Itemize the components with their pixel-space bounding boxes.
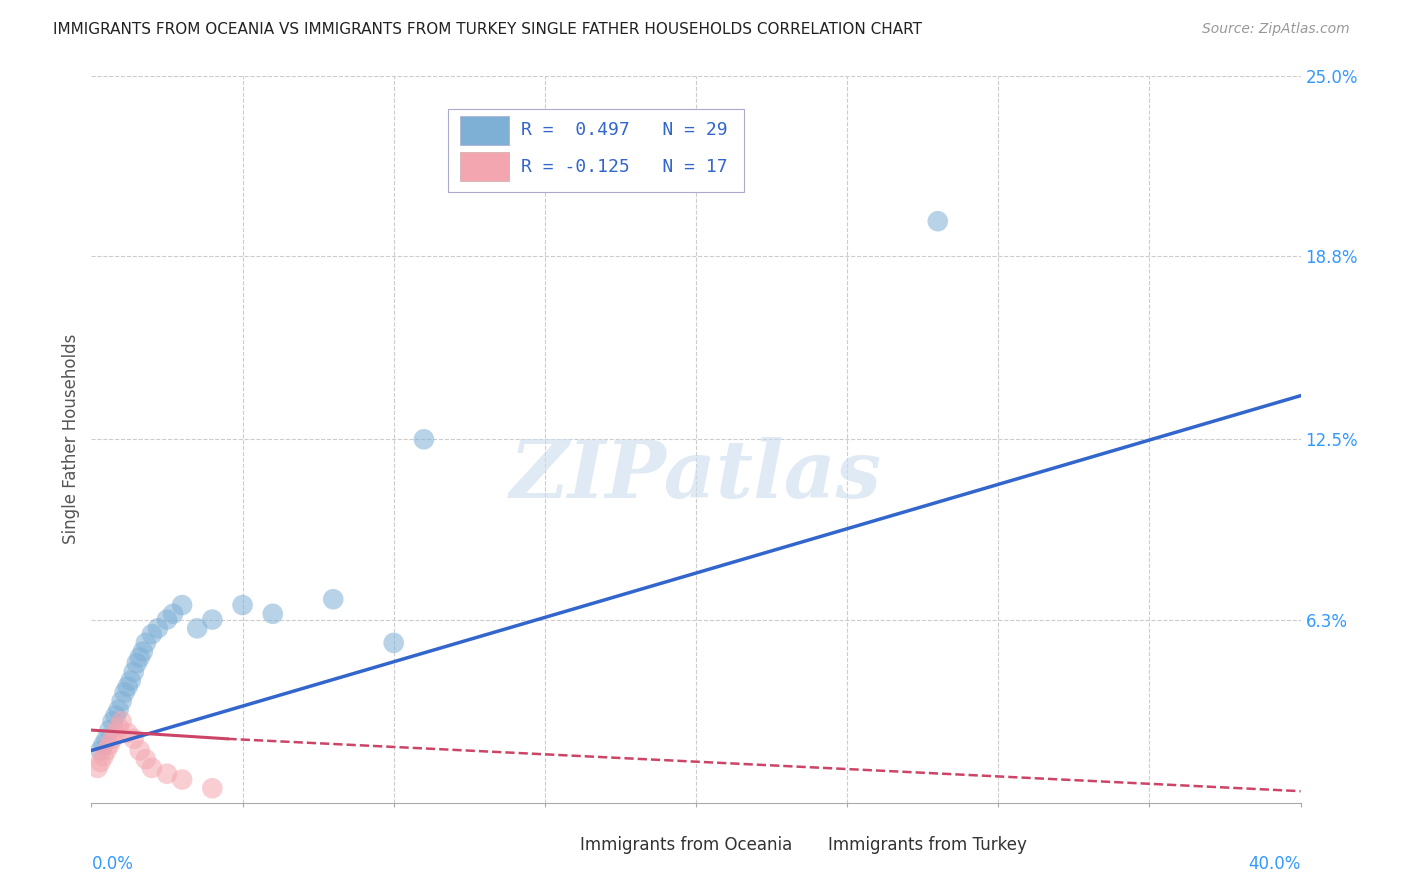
Text: 40.0%: 40.0%	[1249, 855, 1301, 873]
Point	[413, 432, 436, 446]
Point	[117, 726, 139, 740]
Point	[231, 598, 253, 612]
Point	[101, 714, 124, 729]
Point	[162, 607, 184, 621]
Point	[98, 738, 121, 752]
Point	[141, 761, 163, 775]
Point	[117, 680, 139, 694]
Text: ZIPatlas: ZIPatlas	[510, 437, 882, 515]
Point	[96, 731, 118, 746]
Point	[104, 726, 127, 740]
Point	[111, 714, 132, 729]
Point	[89, 743, 111, 757]
Text: IMMIGRANTS FROM OCEANIA VS IMMIGRANTS FROM TURKEY SINGLE FATHER HOUSEHOLDS CORRE: IMMIGRANTS FROM OCEANIA VS IMMIGRANTS FR…	[53, 22, 922, 37]
Point	[111, 694, 132, 708]
Point	[98, 723, 121, 737]
Point	[135, 636, 157, 650]
Point	[382, 636, 405, 650]
Point	[172, 772, 194, 787]
Text: 0.0%: 0.0%	[91, 855, 134, 873]
Point	[120, 673, 142, 688]
Point	[89, 755, 111, 769]
Point	[107, 703, 129, 717]
Point	[93, 749, 115, 764]
Y-axis label: Single Father Households: Single Father Households	[62, 334, 80, 544]
Point	[86, 761, 108, 775]
Point	[201, 613, 224, 627]
Text: Immigrants from Turkey: Immigrants from Turkey	[828, 836, 1026, 854]
Point	[93, 738, 115, 752]
Point	[107, 720, 129, 734]
Point	[146, 621, 169, 635]
Point	[125, 657, 148, 671]
Point	[927, 214, 949, 228]
Point	[141, 627, 163, 641]
Text: R =  0.497   N = 29: R = 0.497 N = 29	[520, 121, 727, 139]
FancyBboxPatch shape	[527, 834, 572, 855]
Point	[104, 708, 127, 723]
Point	[132, 644, 155, 658]
Point	[135, 752, 157, 766]
FancyBboxPatch shape	[449, 109, 744, 192]
Point	[201, 781, 224, 796]
FancyBboxPatch shape	[775, 834, 821, 855]
Point	[128, 743, 150, 757]
FancyBboxPatch shape	[460, 116, 509, 145]
Point	[262, 607, 284, 621]
Text: R = -0.125   N = 17: R = -0.125 N = 17	[520, 158, 727, 176]
Point	[156, 613, 179, 627]
Point	[156, 766, 179, 780]
Point	[101, 731, 124, 746]
Point	[186, 621, 208, 635]
Point	[322, 592, 344, 607]
Point	[122, 665, 145, 679]
Text: Source: ZipAtlas.com: Source: ZipAtlas.com	[1202, 22, 1350, 37]
Text: Immigrants from Oceania: Immigrants from Oceania	[579, 836, 792, 854]
Point	[172, 598, 194, 612]
Point	[96, 743, 118, 757]
FancyBboxPatch shape	[460, 153, 509, 181]
Point	[128, 650, 150, 665]
Point	[122, 731, 145, 746]
Point	[114, 685, 136, 699]
